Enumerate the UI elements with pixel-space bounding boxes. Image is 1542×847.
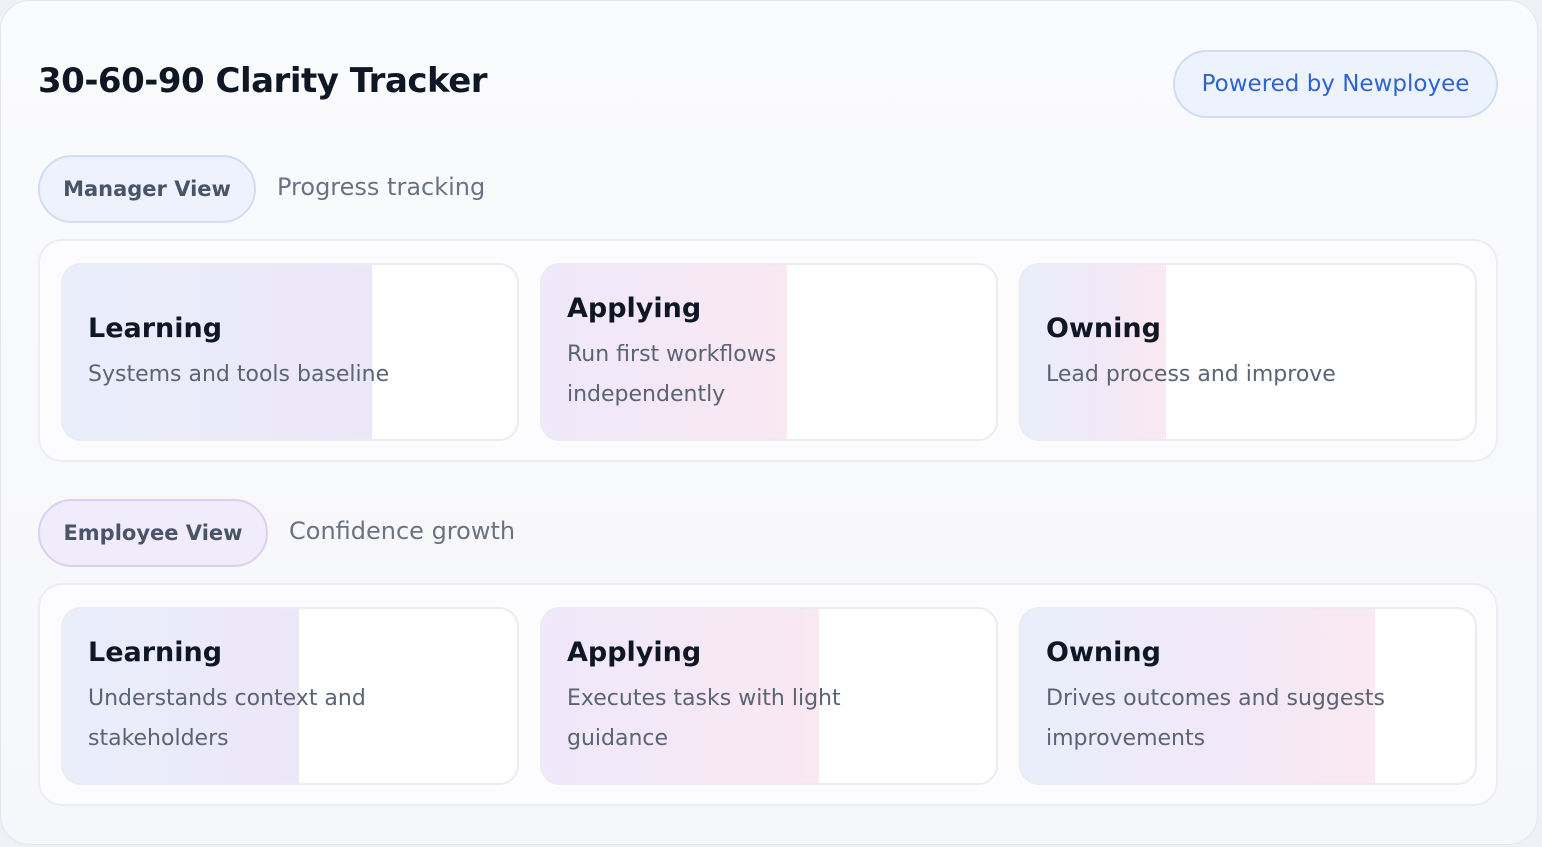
card-description: Understands context and stakeholders (88, 686, 366, 751)
employee-card-learning: Learning Understands context and stakeho… (61, 607, 519, 785)
card-description: Run first workflows independently (567, 342, 777, 407)
manager-card-owning: Owning Lead process and improve (1019, 263, 1477, 441)
powered-by-badge[interactable]: Powered by Newployee (1173, 50, 1498, 118)
page-title: 30-60-90 Clarity Tracker (38, 61, 488, 101)
progress-fill (1021, 609, 1376, 783)
progress-fill (63, 609, 300, 783)
employee-card-applying: Applying Executes tasks with light guida… (540, 607, 998, 785)
progress-fill (63, 265, 372, 439)
manager-card-applying: Applying Run first workflows independent… (540, 263, 998, 441)
card-title: Owning (1046, 313, 1161, 344)
card-title: Learning (88, 637, 223, 668)
manager-card-learning: Learning Systems and tools baseline (61, 263, 519, 441)
card-title: Applying (567, 293, 702, 324)
card-title: Learning (88, 313, 223, 344)
card-description: Systems and tools baseline (88, 362, 390, 387)
progress-fill (542, 265, 788, 439)
manager-view-pill[interactable]: Manager View (38, 155, 256, 223)
employee-view-pill[interactable]: Employee View (38, 499, 268, 567)
progress-fill (542, 609, 819, 783)
card-title: Owning (1046, 637, 1161, 668)
card-description: Executes tasks with light guidance (567, 686, 841, 751)
employee-view-section: Learning Understands context and stakeho… (38, 583, 1498, 806)
employee-card-owning: Owning Drives outcomes and suggests impr… (1019, 607, 1477, 785)
manager-view-subtitle: Progress tracking (277, 173, 486, 201)
progress-fill (1021, 265, 1167, 439)
employee-view-subtitle: Confidence growth (289, 517, 516, 545)
card-title: Applying (567, 637, 702, 668)
manager-view-section: Learning Systems and tools baseline Appl… (38, 239, 1498, 462)
card-description: Lead process and improve (1046, 362, 1336, 387)
card-description: Drives outcomes and suggests improvement… (1046, 686, 1385, 751)
